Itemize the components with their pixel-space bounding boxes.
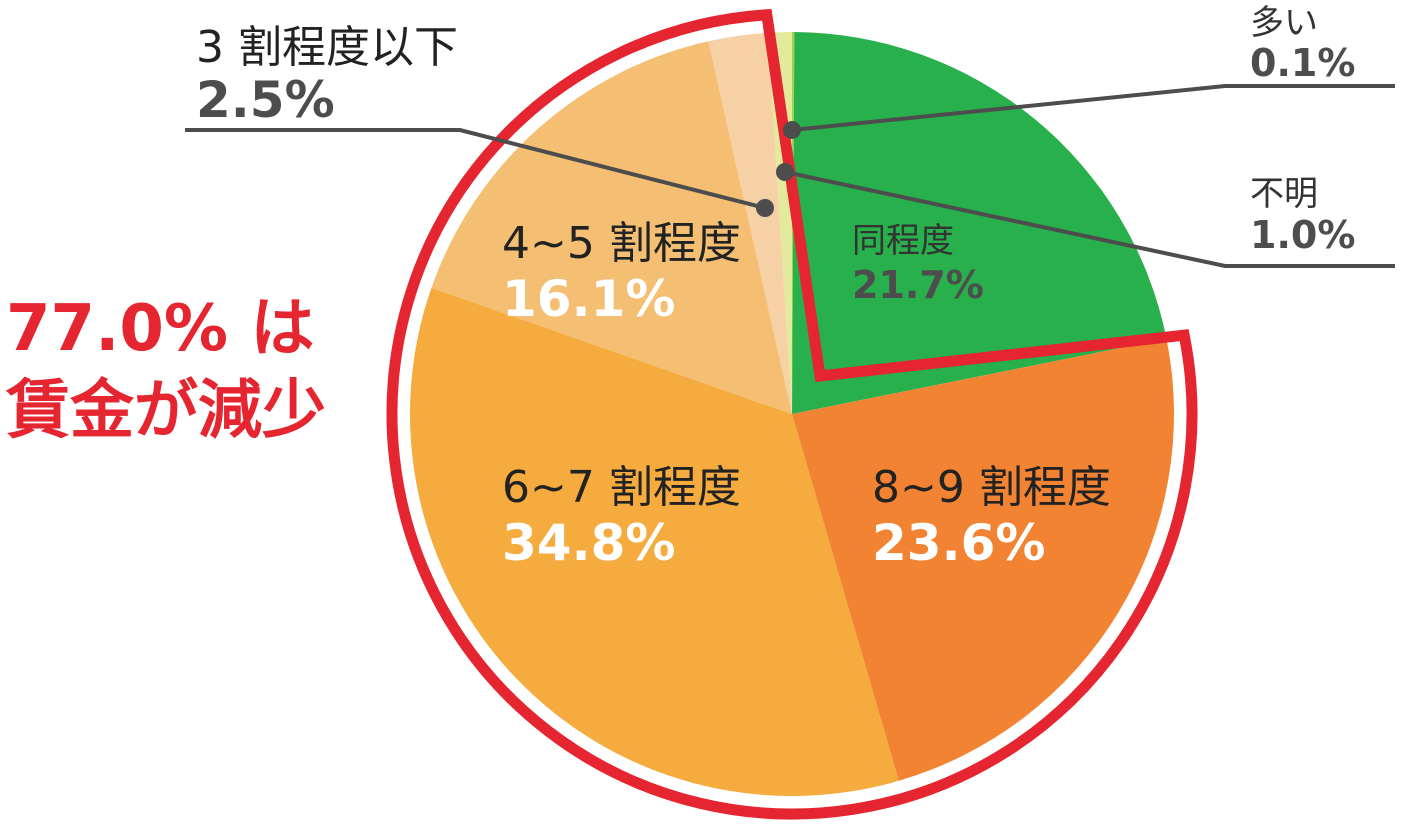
label-45wari-name: 4~5 割程度 xyxy=(502,218,741,269)
label-ooi-value: 0.1% xyxy=(1250,41,1355,85)
leader-dot-3wari xyxy=(756,199,774,217)
leader-dot-fumei xyxy=(776,163,794,181)
slice-3wari xyxy=(708,32,792,414)
pie-slices xyxy=(409,32,1174,796)
label-89wari-value: 23.6% xyxy=(872,514,1045,572)
leader-dot-ooi xyxy=(783,121,801,139)
slice-doteido xyxy=(792,32,1167,414)
label-3wari-value: 2.5% xyxy=(196,71,335,129)
leader-line-fumei xyxy=(784,170,1395,268)
label-doteido-name: 同程度 xyxy=(852,221,954,261)
slice-89wari xyxy=(792,338,1174,781)
callout-line1: 77.0% は xyxy=(6,292,314,366)
label-ooi-name: 多い xyxy=(1250,3,1318,43)
leader-dots xyxy=(756,121,801,217)
leader-line-ooi xyxy=(791,84,1395,132)
leader-line-3wari xyxy=(185,128,766,210)
label-67wari-name: 6~7 割程度 xyxy=(502,462,741,513)
callout-line2: 賃金が減少 xyxy=(5,374,326,448)
label-fumei-name: 不明 xyxy=(1250,174,1318,214)
label-45wari-value: 16.1% xyxy=(502,270,675,328)
slice-45wari xyxy=(431,41,792,415)
label-doteido-value: 21.7% xyxy=(852,263,984,307)
label-67wari-value: 34.8% xyxy=(502,514,675,572)
label-89wari-name: 8~9 割程度 xyxy=(872,462,1111,513)
slice-67wari xyxy=(409,287,899,796)
label-3wari-name: 3 割程度以下 xyxy=(196,22,458,73)
leader-lines xyxy=(185,84,1395,268)
label-fumei-value: 1.0% xyxy=(1250,213,1355,257)
